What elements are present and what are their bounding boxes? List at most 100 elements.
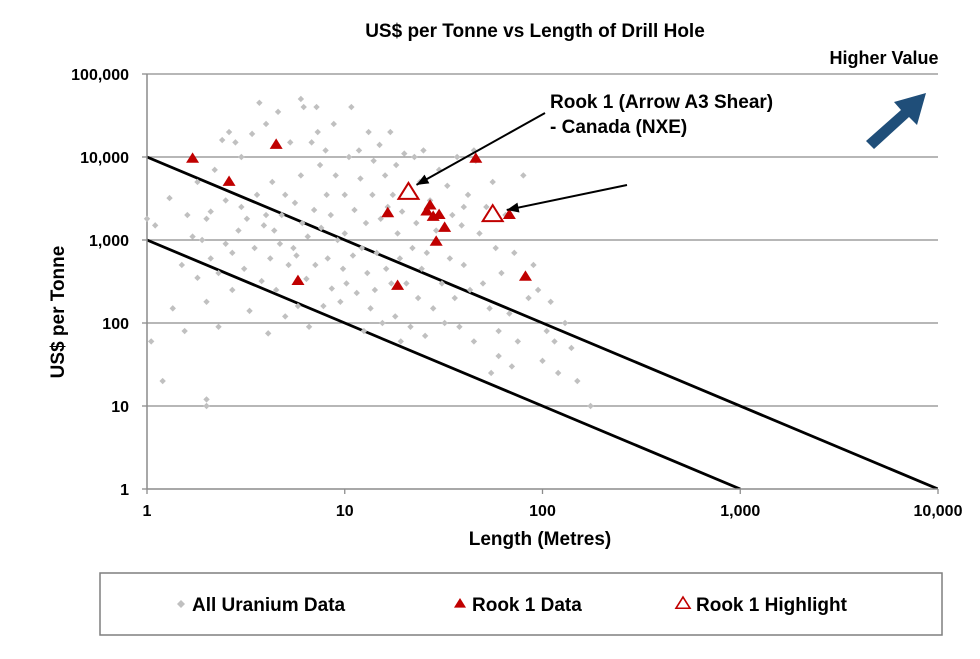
data-point xyxy=(282,313,289,320)
data-point xyxy=(403,280,410,287)
data-point xyxy=(365,128,372,136)
data-point xyxy=(324,255,331,262)
data-point xyxy=(381,206,395,218)
data-point xyxy=(285,261,292,269)
data-point xyxy=(520,172,527,179)
x-axis-label: Length (Metres) xyxy=(469,529,612,550)
data-point xyxy=(392,313,399,320)
data-point xyxy=(274,108,282,116)
data-point xyxy=(282,191,289,199)
data-point xyxy=(388,280,395,287)
data-point xyxy=(551,338,558,345)
data-point xyxy=(525,294,532,302)
data-point xyxy=(276,240,284,247)
data-point xyxy=(260,222,268,229)
data-point xyxy=(420,205,434,216)
data-point xyxy=(235,227,242,234)
annotation-arrowhead-icon xyxy=(416,174,430,185)
x-tick-label: 10,000 xyxy=(914,503,963,520)
data-point xyxy=(143,215,151,223)
data-point xyxy=(339,265,347,272)
data-point xyxy=(189,233,196,240)
data-point xyxy=(401,150,408,157)
data-point xyxy=(449,211,456,219)
data-point xyxy=(483,203,490,211)
data-point xyxy=(267,255,274,262)
x-tick-label: 100 xyxy=(529,503,556,520)
x-tick-label: 10 xyxy=(336,503,354,520)
legend-label-rook-1-highlight: Rook 1 Highlight xyxy=(696,595,848,616)
data-point xyxy=(418,265,425,272)
data-point xyxy=(186,152,200,163)
data-point xyxy=(203,298,210,306)
x-tick-labels: 1 10 100 1,000 10,000 xyxy=(143,489,963,520)
data-point xyxy=(367,305,374,312)
data-point xyxy=(514,338,521,345)
data-point xyxy=(299,219,306,227)
data-point xyxy=(341,191,348,199)
series-all-uranium xyxy=(143,95,594,410)
data-point xyxy=(207,255,214,262)
data-point xyxy=(466,286,474,294)
data-point xyxy=(376,141,383,149)
data-point xyxy=(271,227,278,234)
data-point xyxy=(253,191,261,199)
legend-marker-rook-1 xyxy=(454,598,466,608)
data-point xyxy=(543,327,550,335)
data-point xyxy=(456,323,463,330)
annotation-higher-value: Higher Value xyxy=(829,48,938,68)
data-point xyxy=(225,128,233,136)
data-point xyxy=(215,323,222,330)
y-axis-label: US$ per Tonne xyxy=(48,246,69,379)
data-point xyxy=(349,252,357,259)
data-point xyxy=(328,285,335,292)
data-point xyxy=(203,215,210,223)
data-point xyxy=(561,319,569,327)
data-point xyxy=(181,327,188,335)
data-point xyxy=(303,275,310,283)
data-point xyxy=(429,305,437,312)
data-point xyxy=(345,153,353,161)
data-point xyxy=(243,215,251,223)
y-tick-label: 1 xyxy=(120,482,129,499)
annotation-arrows xyxy=(415,112,628,213)
data-point xyxy=(291,274,305,286)
data-point xyxy=(269,178,276,186)
data-point xyxy=(495,352,502,360)
data-point xyxy=(396,255,404,262)
data-point xyxy=(351,206,358,214)
data-point xyxy=(480,203,505,223)
data-point xyxy=(470,338,478,345)
data-point xyxy=(432,208,446,219)
data-point xyxy=(407,323,414,330)
data-point xyxy=(184,211,191,219)
data-point xyxy=(451,294,458,302)
data-point xyxy=(568,344,575,352)
data-point xyxy=(240,265,248,272)
data-point xyxy=(421,332,429,340)
data-point xyxy=(297,95,305,103)
data-point xyxy=(251,244,258,252)
data-point xyxy=(343,280,350,287)
data-point xyxy=(438,221,452,232)
data-point xyxy=(194,178,201,186)
data-point xyxy=(377,215,384,223)
data-point xyxy=(151,222,159,229)
series-rook-1-highlight xyxy=(396,181,505,223)
data-point xyxy=(479,280,487,287)
gridlines xyxy=(147,73,938,407)
annotation-rook-line2: - Canada (NXE) xyxy=(550,117,687,138)
data-point xyxy=(297,172,305,179)
data-point xyxy=(373,249,380,257)
data-point xyxy=(469,152,483,163)
data-point xyxy=(511,249,518,257)
data-point xyxy=(341,230,348,237)
data-point xyxy=(508,363,516,370)
data-point xyxy=(423,199,437,210)
data-point xyxy=(574,377,581,385)
data-point xyxy=(396,181,421,200)
data-point xyxy=(453,153,461,161)
data-point xyxy=(222,240,229,247)
data-point xyxy=(147,338,155,345)
x-tick-label: 1 xyxy=(143,503,152,520)
